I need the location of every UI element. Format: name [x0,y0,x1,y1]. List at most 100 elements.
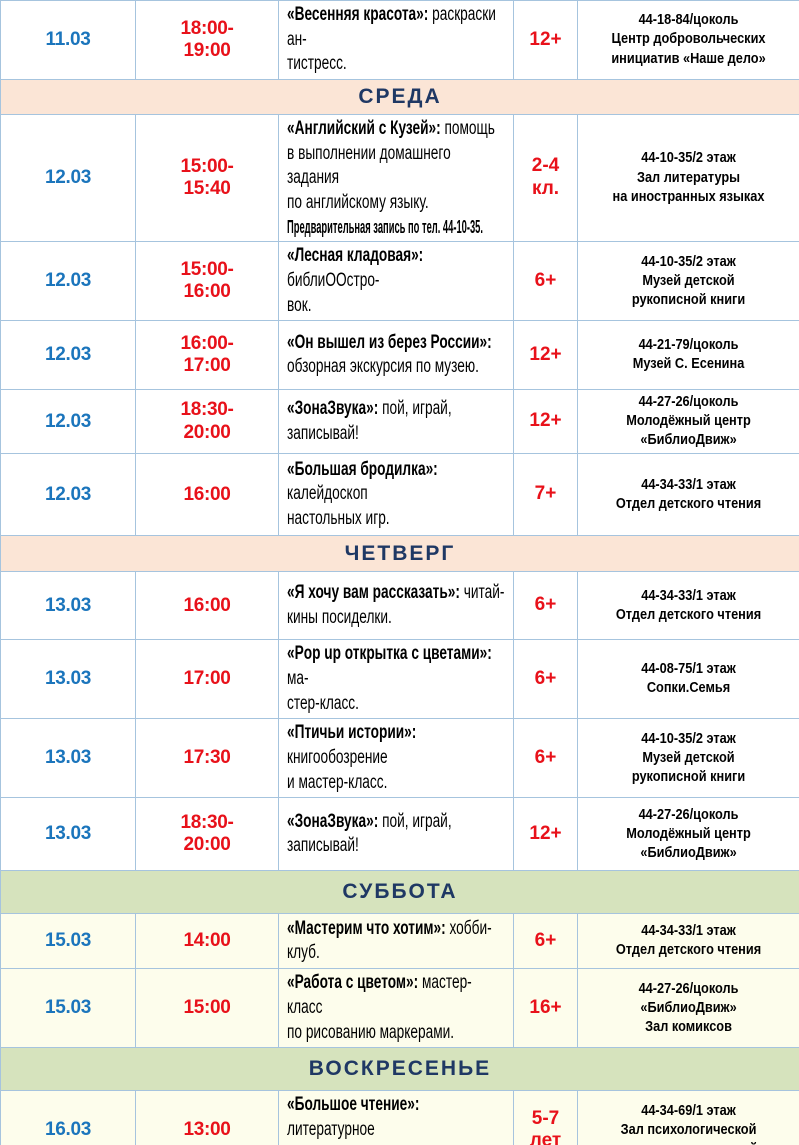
event-note: Предварительная запись по тел. 44-10-35. [287,216,483,237]
age-badge: 5-7 лет [513,1090,578,1145]
age-badge: 2-4 кл. [513,114,578,243]
time-cell: 17:30 [135,718,279,799]
event-description: «Птичьи истории»: книгообозрение и масте… [287,721,505,795]
location-text: 44-34-69/1 этаж Зал психологической подд… [620,1102,758,1145]
table-row: 12.03 16:00 «Большая бродилка»: калейдос… [0,453,799,537]
location-text: 44-34-33/1 этаж Отдел детского чтения [615,587,762,623]
location-text: 44-10-35/2 этаж Музей детской рукописной… [631,253,746,308]
event-description-cell: «Он вышел из берез России»: обзорная экс… [278,320,514,391]
event-description-cell: «Птичьи истории»: книгообозрение и масте… [278,718,514,799]
event-title: «Я хочу вам рассказать»: [287,582,460,604]
table-row: 12.03 16:00- 17:00 «Он вышел из берез Ро… [0,320,799,391]
event-details: литературное занятие. [287,1119,375,1145]
location-cell: 44-10-35/2 этаж Музей детской рукописной… [577,718,799,799]
location-cell: 44-34-33/1 этаж Отдел детского чтения [577,571,799,641]
time-cell: 15:00- 15:40 [135,114,279,243]
event-description-cell: «ЗонаЗвука»: пой, играй, записывай! [278,797,514,872]
date-cell: 12.03 [0,320,136,391]
location-cell: 44-34-69/1 этаж Зал психологической подд… [577,1090,799,1145]
event-title: «ЗонаЗвука»: [287,810,379,832]
age-badge: 6+ [513,718,578,799]
event-details: ма- стер-класс. [287,667,359,714]
table-row: 13.03 17:00 «Pop up открытка с цветами»:… [0,639,799,720]
date-cell: 16.03 [0,1090,136,1145]
date-cell: 13.03 [0,718,136,799]
date-cell: 12.03 [0,453,136,537]
event-title: «Pop up открытка с цветами»: [287,643,492,665]
event-description: «Большая бродилка»: калейдоскоп настольн… [287,458,505,532]
location-text: 44-27-26/цоколь Молодёжный центр «Библио… [626,806,751,861]
age-badge: 6+ [513,913,578,970]
table-row: 13.03 16:00 «Я хочу вам рассказать»: чит… [0,571,799,641]
event-description: «ЗонаЗвука»: пой, играй, записывай! [287,810,505,859]
event-description-cell: «Работа с цветом»: мастер-класс по рисов… [278,968,514,1049]
event-description: «Работа с цветом»: мастер-класс по рисов… [287,971,505,1045]
event-title: «Большая бродилка»: [287,458,438,480]
event-details: пой, играй, записывай! [287,398,452,444]
event-description: «ЗонаЗвука»: пой, играй, записывай! [287,397,505,446]
time-cell: 16:00 [135,571,279,641]
time-cell: 18:30- 20:00 [135,389,279,455]
location-cell: 44-08-75/1 этаж Сопки.Семья [577,639,799,720]
event-description-cell: «Мастерим что хотим»: хобби-клуб. [278,913,514,970]
location-text: 44-10-35/2 этаж Музей детской рукописной… [631,730,746,785]
date-cell: 12.03 [0,241,136,322]
event-description-cell: «ЗонаЗвука»: пой, играй, записывай! [278,389,514,455]
time-cell: 16:00- 17:00 [135,320,279,391]
location-cell: 44-18-84/цоколь Центр добровольческих ин… [577,0,799,81]
date-cell: 13.03 [0,571,136,641]
event-details: пой, играй, записывай! [287,810,452,857]
location-text: 44-21-79/цоколь Музей С. Есенина [632,337,745,373]
event-details: хобби-клуб. [287,917,492,964]
day-header-label: СРЕДА [0,79,799,116]
time-cell: 18:00- 19:00 [135,0,279,81]
event-description-cell: «Большая бродилка»: калейдоскоп настольн… [278,453,514,537]
event-details: калейдоскоп настольных игр. [287,483,390,530]
location-text: 44-10-35/2 этаж Зал литературы на иностр… [612,150,765,205]
location-cell: 44-27-26/цоколь Молодёжный центр «Библио… [577,389,799,455]
age-badge: 7+ [513,453,578,537]
date-cell: 12.03 [0,389,136,455]
event-description: «Английский с Кузей»: помощь в выполнени… [287,117,505,216]
table-row: 16.03 13:00 «Большое чтение»: литературн… [0,1090,799,1145]
age-badge: 12+ [513,0,578,81]
event-title: «Большое чтение»: [287,1094,420,1116]
event-title: «Мастерим что хотим»: [287,917,446,939]
event-description-cell: «Лесная кладовая»: библиООстро- вок. [278,241,514,322]
age-badge: 6+ [513,571,578,641]
day-header-row: СРЕДА [0,79,799,116]
event-details: библиООстро- вок. [287,269,380,316]
table-row: 12.03 15:00- 16:00 «Лесная кладовая»: би… [0,241,799,322]
location-text: 44-34-33/1 этаж Отдел детского чтения [615,476,762,512]
time-cell: 15:00 [135,968,279,1049]
event-title: «Он вышел из берез России»: [287,331,492,353]
location-text: 44-34-33/1 этаж Отдел детского чтения [615,923,762,959]
event-description: «Мастерим что хотим»: хобби-клуб. [287,917,505,966]
event-details: помощь в выполнении домашнего задания по… [287,118,495,214]
event-title: «Лесная кладовая»: [287,245,424,267]
event-title: «Весенняя красота»: [287,4,429,25]
day-header-label: СУББОТА [0,870,799,915]
day-header-label: ЧЕТВЕРГ [0,535,799,573]
event-description-cell: «Pop up открытка с цветами»: ма- стер-кл… [278,639,514,720]
event-details: книгообозрение и мастер-класс. [287,747,388,793]
age-badge: 12+ [513,797,578,872]
table-row: 15.03 15:00 «Работа с цветом»: мастер-кл… [0,968,799,1049]
location-cell: 44-34-33/1 этаж Отдел детского чтения [577,453,799,537]
event-description: «Лесная кладовая»: библиООстро- вок. [287,244,505,318]
location-cell: 44-10-35/2 этаж Музей детской рукописной… [577,241,799,322]
location-cell: 44-34-33/1 этаж Отдел детского чтения [577,913,799,970]
age-badge: 6+ [513,639,578,720]
table-row: 13.03 18:30- 20:00 «ЗонаЗвука»: пой, игр… [0,797,799,872]
time-cell: 15:00- 16:00 [135,241,279,322]
event-title: «Работа с цветом»: [287,972,419,994]
day-header-label: ВОСКРЕСЕНЬЕ [0,1047,799,1092]
date-cell: 15.03 [0,968,136,1049]
location-text: 44-27-26/цоколь Молодёжный центр «Библио… [626,394,751,449]
location-cell: 44-27-26/цоколь «БиблиоДвиж» Зал комиксо… [577,968,799,1049]
event-details: мастер-класс по рисованию маркерами. [287,972,472,1043]
age-badge: 12+ [513,320,578,391]
time-cell: 17:00 [135,639,279,720]
